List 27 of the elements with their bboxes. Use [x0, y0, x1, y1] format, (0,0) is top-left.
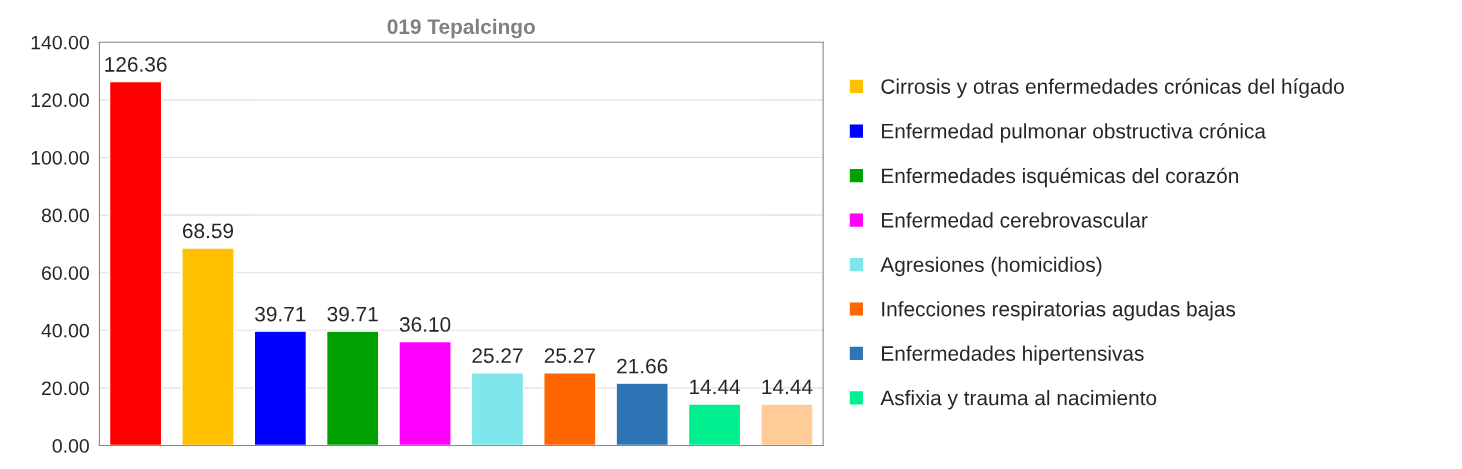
legend-label: Enfermedades hipertensivas	[882, 345, 1144, 366]
data-label: 68.59	[182, 223, 234, 239]
y-tick-label: 100.00	[31, 150, 89, 165]
chart-title: 019 Tepalcingo	[387, 18, 535, 39]
data-label: 39.71	[255, 306, 306, 322]
y-tick-label: 0.00	[52, 439, 89, 453]
data-label: 36.10	[399, 317, 451, 332]
y-tick-label: 140.00	[31, 35, 89, 50]
y-tick-label: 20.00	[42, 381, 89, 396]
data-label: 21.66	[617, 358, 668, 374]
y-tick-label: 120.00	[31, 93, 89, 108]
data-label: 14.44	[762, 379, 813, 395]
legend-label: Enfermedades isquémicas del corazón	[882, 167, 1238, 188]
y-tick-label: 60.00	[42, 266, 89, 280]
legend-label: Agresiones (homicidios)	[880, 256, 1102, 277]
y-tick-label: 40.00	[41, 323, 89, 338]
y-tick-label: 80.00	[41, 208, 89, 223]
data-label: 25.27	[544, 348, 595, 364]
legend-label: Cirrosis y otras enfermedades crónicas del hígado	[881, 78, 1344, 98]
data-label: 25.27	[472, 348, 523, 364]
data-label: 14.44	[690, 379, 741, 395]
legend-label: Infecciones respiratorias agudas bajas	[882, 301, 1236, 321]
data-label: 126.36	[105, 57, 167, 72]
legend-label: Enfermedad cerebrovascular	[882, 212, 1148, 228]
data-label: 39.71	[327, 306, 378, 322]
legend-label: Asfixia y trauma al nacimiento	[880, 390, 1157, 410]
legend-label: Enfermedad pulmonar obstructiva crónica	[882, 123, 1266, 143]
